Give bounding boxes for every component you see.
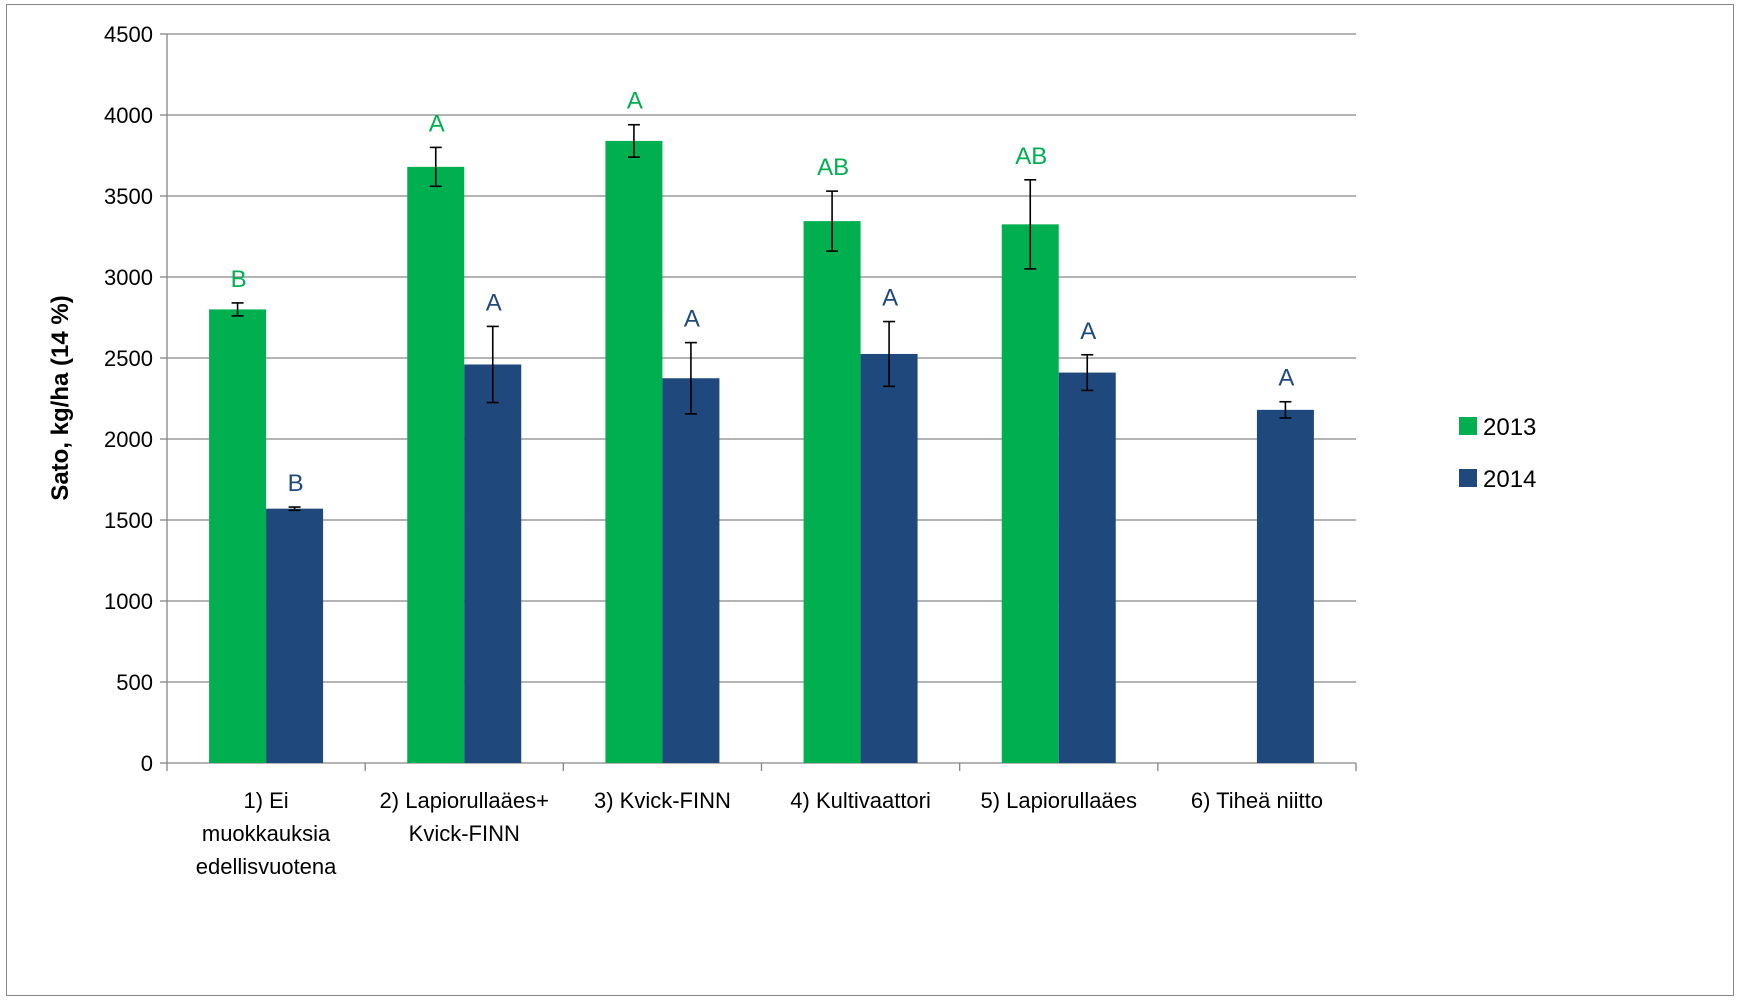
bar-2014 <box>860 353 918 763</box>
significance-label: A <box>684 306 700 333</box>
bar-2014 <box>464 364 522 763</box>
y-tick-label: 0 <box>141 751 153 776</box>
bar-2014 <box>1256 409 1314 763</box>
significance-label: A <box>627 88 643 115</box>
significance-label: AB <box>817 154 849 181</box>
bars <box>209 123 1314 764</box>
bar-2013 <box>605 140 663 764</box>
y-tick-label: 4000 <box>104 103 153 128</box>
y-tick-label: 500 <box>116 670 153 695</box>
significance-label: A <box>1278 365 1294 392</box>
legend-label: 2014 <box>1483 466 1536 493</box>
y-tick-label: 1500 <box>104 508 153 533</box>
x-tick-label: 4) Kultivaattori <box>790 788 931 813</box>
labels: 0 500 1000 1500 2000 2500 3000 3500 4000 4500 1) E… <box>104 22 1323 879</box>
legend-swatch-2014 <box>1459 469 1477 487</box>
x-tick-label: muokkauksia <box>202 821 331 846</box>
y-tick-label: 3000 <box>104 265 153 290</box>
bar-2014 <box>662 378 720 763</box>
y-tick-label: 2500 <box>104 346 153 371</box>
y-tick-label: 4500 <box>104 22 153 47</box>
y-tick-label: 2000 <box>104 427 153 452</box>
y-tick-label: 1000 <box>104 589 153 614</box>
bar-2013 <box>803 221 861 764</box>
x-tick-label: 5) Lapiorullaäes <box>980 788 1137 813</box>
y-tick-label: 3500 <box>104 184 153 209</box>
significance-label: A <box>1080 318 1096 345</box>
y-axis-label: Sato, kg/ha (14 %) <box>47 295 74 500</box>
significance-label: A <box>882 285 898 312</box>
x-tick-label: 3) Kvick-FINN <box>594 788 731 813</box>
gridlines <box>167 33 1356 683</box>
x-tick-label: 6) Tiheä niitto <box>1191 788 1323 813</box>
significance-label: A <box>429 110 445 137</box>
x-tick-label: edellisvuotena <box>196 854 337 879</box>
significance-label: AB <box>1015 143 1047 170</box>
legend-label: 2013 <box>1483 414 1536 441</box>
bar-2014 <box>266 508 324 763</box>
significance-label: B <box>231 266 247 293</box>
significance-label: B <box>288 470 304 497</box>
x-tick-label: Kvick-FINN <box>409 821 520 846</box>
axes <box>160 33 1357 771</box>
bar-2013 <box>407 166 465 764</box>
bar-2014 <box>1058 372 1116 763</box>
x-tick-label: 1) Ei <box>243 788 288 813</box>
bar-2013 <box>1001 224 1059 764</box>
significance-label: A <box>486 289 502 316</box>
legend-swatch-2013 <box>1459 417 1477 435</box>
x-tick-label: 2) Lapiorullaäes+ <box>380 788 549 813</box>
legend: 2013 2014 <box>1459 414 1536 493</box>
bar-2013 <box>209 309 267 763</box>
